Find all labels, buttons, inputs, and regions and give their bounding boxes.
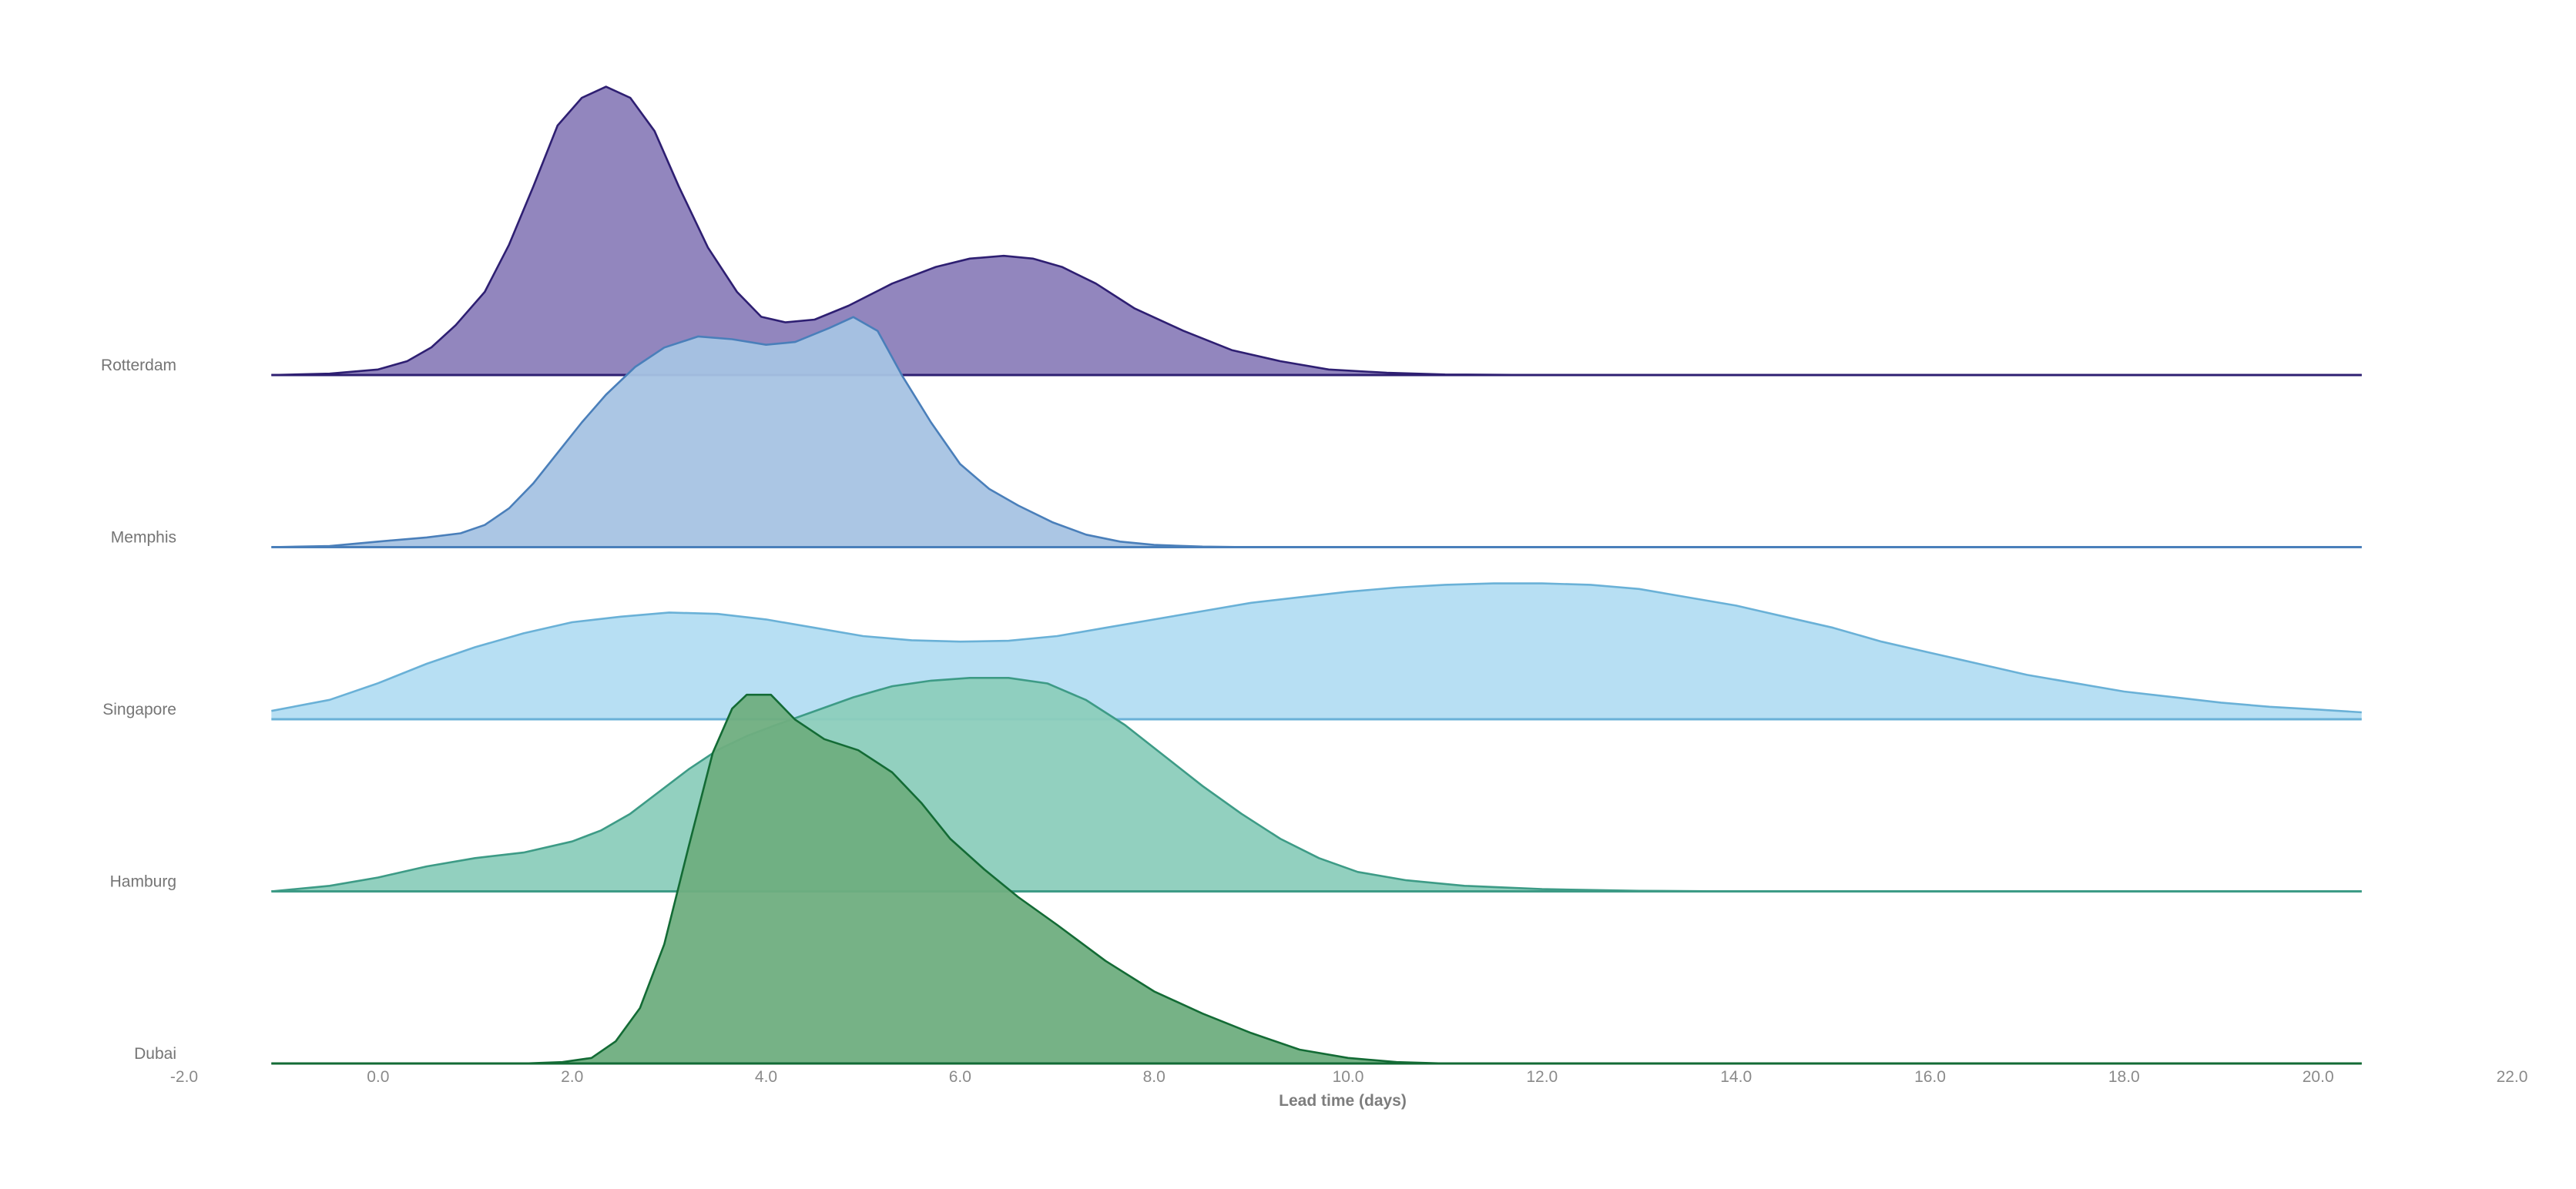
- ridge-area-memphis: [271, 317, 2362, 548]
- ridge-area-dubai: [271, 695, 2362, 1063]
- x-tick-label: 8.0: [1143, 1068, 1166, 1086]
- ridge-line-dubai: [271, 693, 2362, 1065]
- x-tick-label: 12.0: [1526, 1068, 1558, 1086]
- ridge-dubai: [271, 693, 2362, 1065]
- row-label-dubai: Dubai: [134, 1045, 176, 1063]
- x-tick-label: 14.0: [1720, 1068, 1752, 1086]
- ridge-line-singapore: [271, 582, 2362, 714]
- x-tick-label: 2.0: [561, 1068, 583, 1086]
- x-tick-label: 22.0: [2497, 1068, 2528, 1086]
- row-labels-layer: Rotterdam Memphis Singapore Hamburg Dubai: [101, 357, 176, 1063]
- x-tick-label: 0.0: [367, 1068, 389, 1086]
- ridge-line-memphis: [271, 316, 2362, 548]
- row-label-rotterdam: Rotterdam: [101, 357, 176, 374]
- ridge-line-rotterdam: [271, 85, 2362, 377]
- ridge-line-hamburg: [271, 677, 2362, 893]
- x-axis-title: Lead time (days): [1279, 1092, 1407, 1110]
- ridge-memphis: [271, 316, 2362, 548]
- x-tick-label: 16.0: [1914, 1068, 1946, 1086]
- x-tick-label: 20.0: [2303, 1068, 2334, 1086]
- ridge-rotterdam: [271, 85, 2362, 377]
- row-label-hamburg: Hamburg: [110, 873, 176, 891]
- x-tick-label: 4.0: [755, 1068, 777, 1086]
- x-tick-label: 18.0: [2108, 1068, 2140, 1086]
- row-label-memphis: Memphis: [111, 529, 176, 547]
- ridges-layer: [271, 85, 2362, 1065]
- x-tick-label: 10.0: [1333, 1068, 1364, 1086]
- x-tick-label: 6.0: [949, 1068, 971, 1086]
- x-tick-label: -2.0: [170, 1068, 198, 1086]
- ridge-area-rotterdam: [271, 86, 2362, 375]
- ridge-singapore: [271, 582, 2362, 721]
- row-label-singapore: Singapore: [102, 701, 176, 718]
- x-axis-tick-labels: -2.0 0.0 2.0 4.0 6.0 8.0 10.0 12.0 14.0 16.0 18.0 2…: [170, 1068, 2528, 1086]
- ridge-area-singapore: [271, 583, 2362, 719]
